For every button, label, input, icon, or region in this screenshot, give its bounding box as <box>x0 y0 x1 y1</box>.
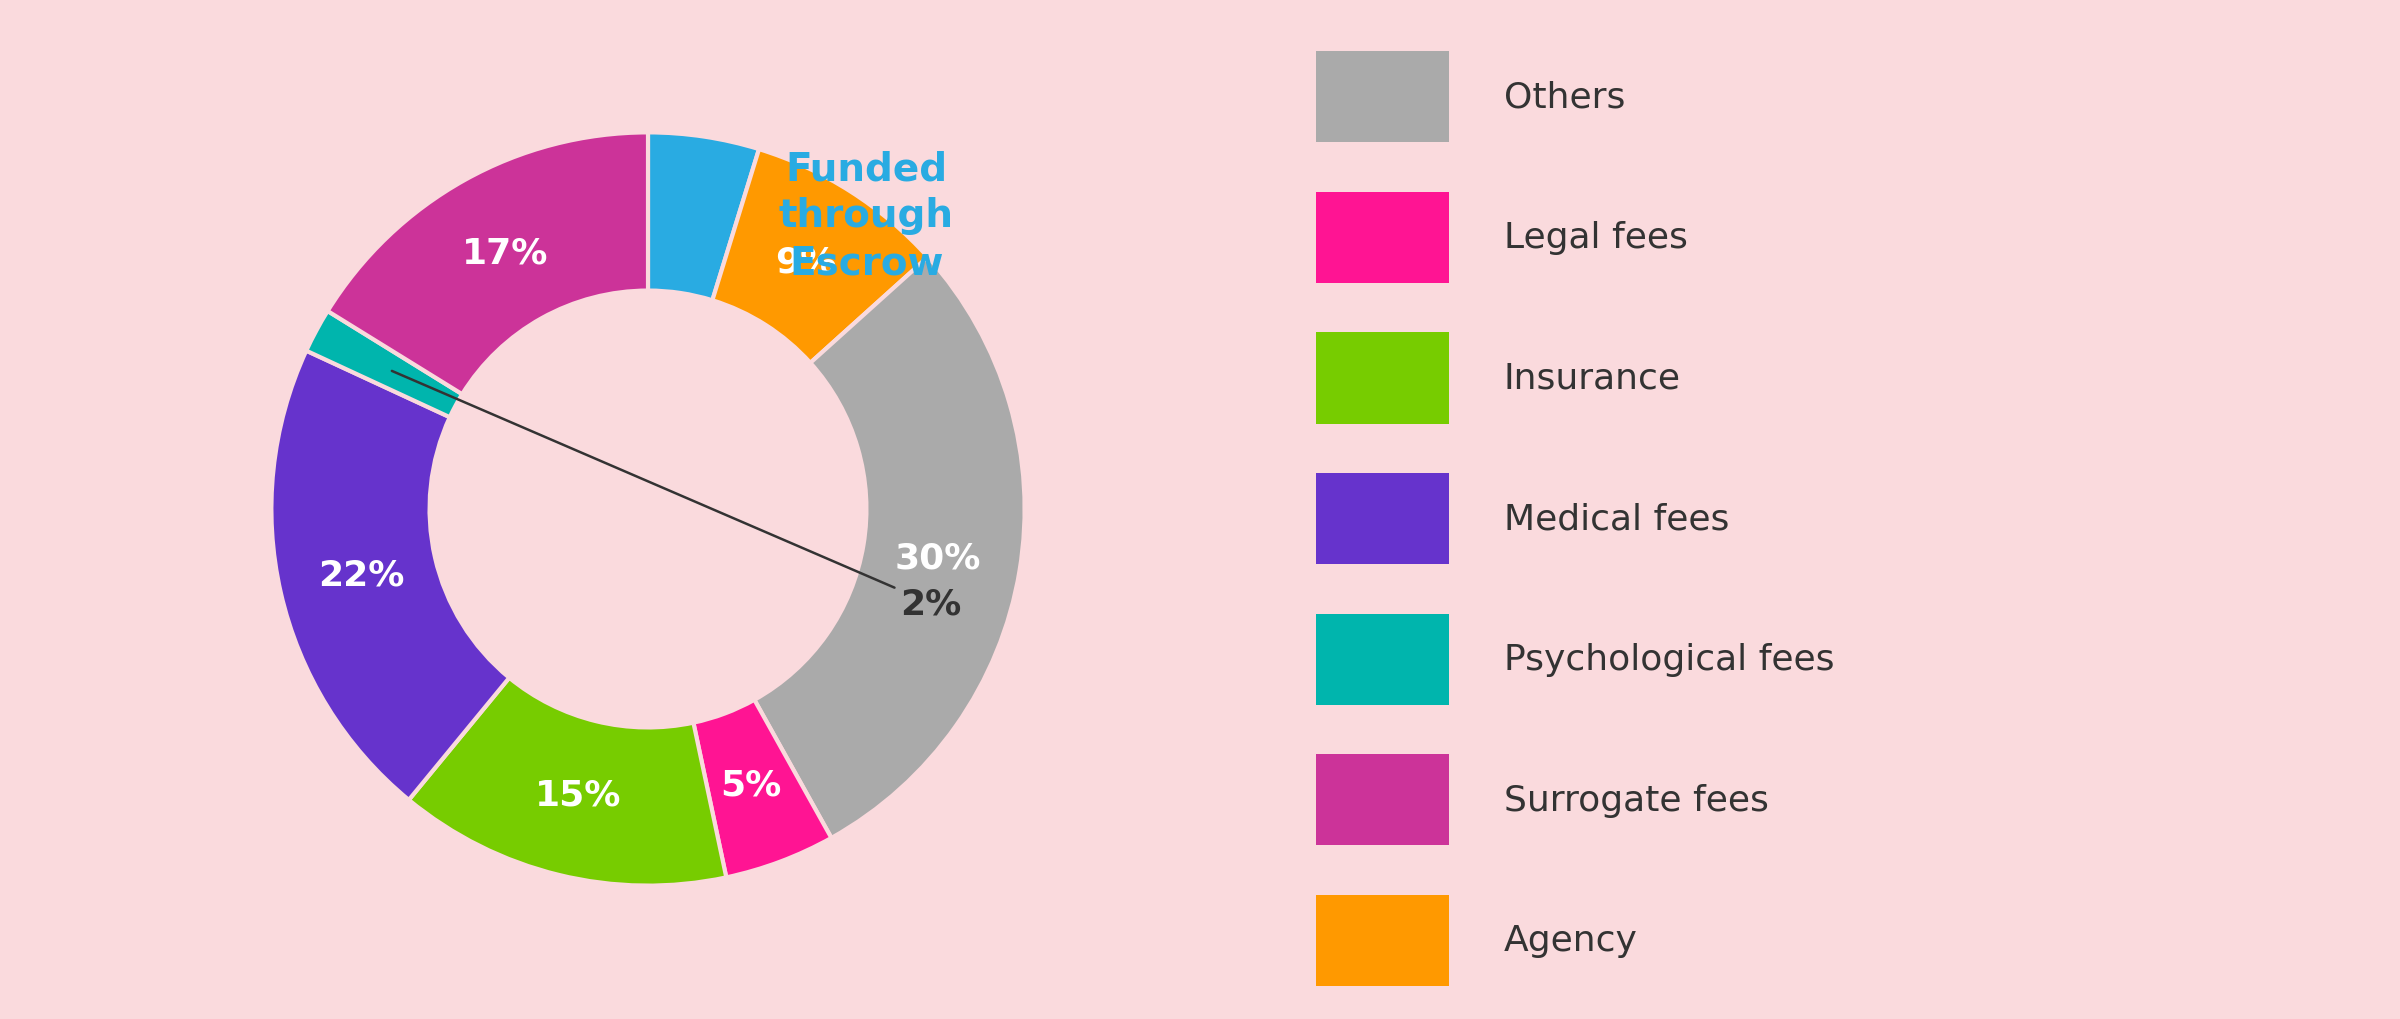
Text: Funded
through
Escrow: Funded through Escrow <box>780 150 953 282</box>
Wedge shape <box>271 352 509 800</box>
Text: Agency: Agency <box>1505 923 1637 958</box>
FancyBboxPatch shape <box>1315 754 1450 846</box>
Text: 22%: 22% <box>319 557 406 592</box>
Text: 30%: 30% <box>895 541 982 575</box>
FancyBboxPatch shape <box>1315 474 1450 565</box>
Wedge shape <box>754 258 1025 838</box>
FancyBboxPatch shape <box>1315 52 1450 143</box>
Text: Insurance: Insurance <box>1505 362 1680 395</box>
Text: 15%: 15% <box>535 777 622 811</box>
FancyBboxPatch shape <box>1315 895 1450 986</box>
Text: Psychological fees: Psychological fees <box>1505 643 1834 677</box>
FancyBboxPatch shape <box>1315 614 1450 705</box>
Text: Others: Others <box>1505 81 1625 114</box>
Wedge shape <box>694 700 830 877</box>
Wedge shape <box>307 312 463 418</box>
Wedge shape <box>329 133 648 394</box>
Wedge shape <box>713 150 929 364</box>
Text: 17%: 17% <box>461 236 547 270</box>
Wedge shape <box>648 133 758 301</box>
Wedge shape <box>408 678 727 886</box>
Text: Medical fees: Medical fees <box>1505 502 1730 536</box>
FancyBboxPatch shape <box>1315 193 1450 283</box>
Text: Legal fees: Legal fees <box>1505 221 1687 255</box>
Text: Surrogate fees: Surrogate fees <box>1505 783 1769 817</box>
Text: 2%: 2% <box>391 372 960 621</box>
Text: 5%: 5% <box>720 767 782 801</box>
FancyBboxPatch shape <box>1315 333 1450 424</box>
Text: 9%: 9% <box>775 246 838 279</box>
